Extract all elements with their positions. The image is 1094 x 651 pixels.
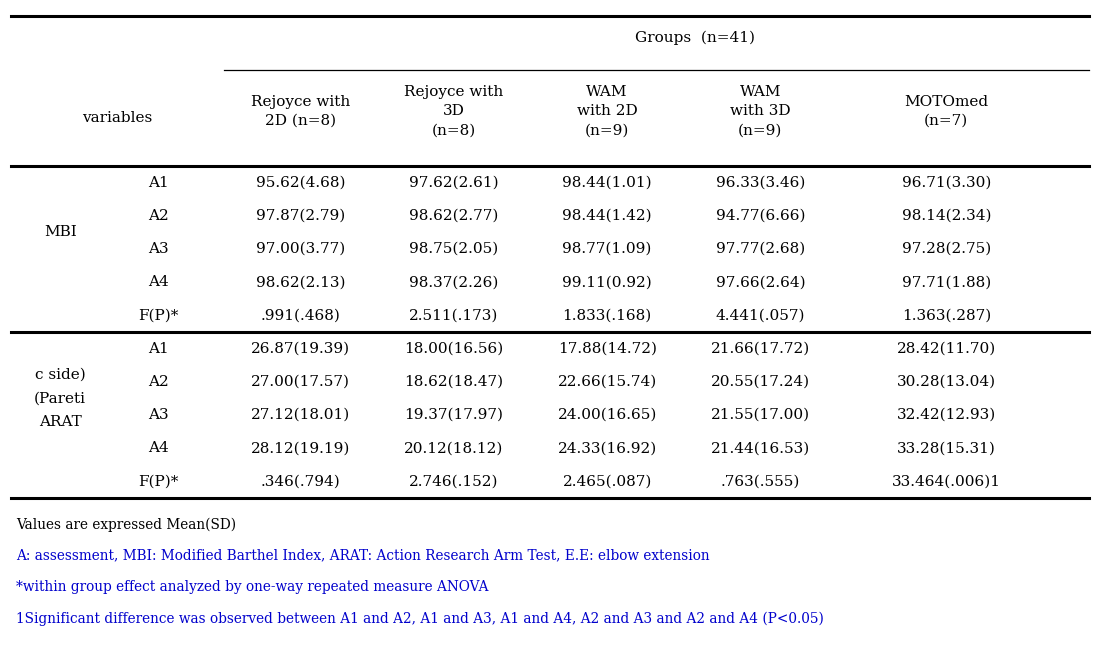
Text: 2.511(.173): 2.511(.173) xyxy=(409,309,499,322)
Text: *within group effect analyzed by one-way repeated measure ANOVA: *within group effect analyzed by one-way… xyxy=(16,580,489,594)
Text: F(P)*: F(P)* xyxy=(139,309,178,322)
Text: 97.87(2.79): 97.87(2.79) xyxy=(256,209,346,223)
Text: c side): c side) xyxy=(35,367,85,381)
Text: 98.62(2.77): 98.62(2.77) xyxy=(409,209,499,223)
Text: A1: A1 xyxy=(149,342,168,355)
Text: 97.62(2.61): 97.62(2.61) xyxy=(409,176,499,189)
Text: ARAT: ARAT xyxy=(38,415,82,430)
Text: Rejoyce with
2D (n=8): Rejoyce with 2D (n=8) xyxy=(252,95,350,128)
Text: variables: variables xyxy=(82,111,153,125)
Text: 18.62(18.47): 18.62(18.47) xyxy=(405,375,503,389)
Text: 27.00(17.57): 27.00(17.57) xyxy=(252,375,350,389)
Text: 28.12(19.19): 28.12(19.19) xyxy=(252,441,350,455)
Text: 21.66(17.72): 21.66(17.72) xyxy=(711,342,810,355)
Text: 1.363(.287): 1.363(.287) xyxy=(901,309,991,322)
Text: A3: A3 xyxy=(149,408,168,422)
Text: 98.44(1.01): 98.44(1.01) xyxy=(562,176,652,189)
Text: A1: A1 xyxy=(149,176,168,189)
Text: A2: A2 xyxy=(149,375,168,389)
Text: 32.42(12.93): 32.42(12.93) xyxy=(897,408,996,422)
Text: WAM
with 2D
(n=9): WAM with 2D (n=9) xyxy=(577,85,638,137)
Text: 96.33(3.46): 96.33(3.46) xyxy=(715,176,805,189)
Text: Groups  (n=41): Groups (n=41) xyxy=(635,31,755,45)
Text: .991(.468): .991(.468) xyxy=(260,309,341,322)
Text: 20.12(18.12): 20.12(18.12) xyxy=(405,441,503,455)
Text: 97.71(1.88): 97.71(1.88) xyxy=(901,275,991,289)
Text: 26.87(19.39): 26.87(19.39) xyxy=(252,342,350,355)
Text: 98.62(2.13): 98.62(2.13) xyxy=(256,275,346,289)
Text: 2.465(.087): 2.465(.087) xyxy=(562,475,652,488)
Text: A4: A4 xyxy=(149,441,168,455)
Text: 94.77(6.66): 94.77(6.66) xyxy=(715,209,805,223)
Text: MOTOmed
(n=7): MOTOmed (n=7) xyxy=(905,95,988,128)
Text: 30.28(13.04): 30.28(13.04) xyxy=(897,375,996,389)
Text: 97.28(2.75): 97.28(2.75) xyxy=(901,242,991,256)
Text: MBI: MBI xyxy=(44,225,77,240)
Text: 4.441(.057): 4.441(.057) xyxy=(715,309,805,322)
Text: 19.37(17.97): 19.37(17.97) xyxy=(405,408,503,422)
Text: 96.71(3.30): 96.71(3.30) xyxy=(901,176,991,189)
Text: F(P)*: F(P)* xyxy=(139,475,178,488)
Text: 97.00(3.77): 97.00(3.77) xyxy=(256,242,346,256)
Text: 24.00(16.65): 24.00(16.65) xyxy=(558,408,656,422)
Text: A: assessment, MBI: Modified Barthel Index, ARAT: Action Research Arm Test, E.E:: A: assessment, MBI: Modified Barthel Ind… xyxy=(16,549,710,563)
Text: (Pareti: (Pareti xyxy=(34,391,86,406)
Text: 98.37(2.26): 98.37(2.26) xyxy=(409,275,499,289)
Text: 27.12(18.01): 27.12(18.01) xyxy=(252,408,350,422)
Text: A2: A2 xyxy=(149,209,168,223)
Text: 98.75(2.05): 98.75(2.05) xyxy=(409,242,499,256)
Text: 95.62(4.68): 95.62(4.68) xyxy=(256,176,346,189)
Text: 1.833(.168): 1.833(.168) xyxy=(562,309,652,322)
Text: 33.28(15.31): 33.28(15.31) xyxy=(897,441,996,455)
Text: 17.88(14.72): 17.88(14.72) xyxy=(558,342,656,355)
Text: 98.44(1.42): 98.44(1.42) xyxy=(562,209,652,223)
Text: 18.00(16.56): 18.00(16.56) xyxy=(405,342,503,355)
Text: 2.746(.152): 2.746(.152) xyxy=(409,475,499,488)
Text: 99.11(0.92): 99.11(0.92) xyxy=(562,275,652,289)
Text: 97.66(2.64): 97.66(2.64) xyxy=(715,275,805,289)
Text: 21.44(16.53): 21.44(16.53) xyxy=(711,441,810,455)
Text: 1Significant difference was observed between A1 and A2, A1 and A3, A1 and A4, A2: 1Significant difference was observed bet… xyxy=(16,611,824,626)
Text: 22.66(15.74): 22.66(15.74) xyxy=(558,375,656,389)
Text: 24.33(16.92): 24.33(16.92) xyxy=(558,441,656,455)
Text: 20.55(17.24): 20.55(17.24) xyxy=(711,375,810,389)
Text: A4: A4 xyxy=(149,275,168,289)
Text: .346(.794): .346(.794) xyxy=(261,475,340,488)
Text: 98.77(1.09): 98.77(1.09) xyxy=(562,242,652,256)
Text: Values are expressed Mean(SD): Values are expressed Mean(SD) xyxy=(16,518,236,532)
Text: .763(.555): .763(.555) xyxy=(721,475,800,488)
Text: Rejoyce with
3D
(n=8): Rejoyce with 3D (n=8) xyxy=(405,85,503,137)
Text: A3: A3 xyxy=(149,242,168,256)
Text: 98.14(2.34): 98.14(2.34) xyxy=(901,209,991,223)
Text: WAM
with 3D
(n=9): WAM with 3D (n=9) xyxy=(730,85,791,137)
Text: 28.42(11.70): 28.42(11.70) xyxy=(897,342,996,355)
Text: 33.464(.006)1: 33.464(.006)1 xyxy=(892,475,1001,488)
Text: 21.55(17.00): 21.55(17.00) xyxy=(711,408,810,422)
Text: 97.77(2.68): 97.77(2.68) xyxy=(715,242,805,256)
